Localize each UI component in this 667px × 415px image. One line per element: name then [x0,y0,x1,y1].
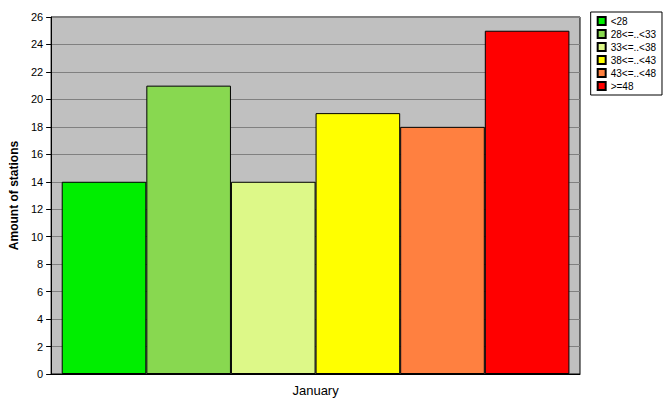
svg-text:14: 14 [31,176,43,188]
svg-text:24: 24 [31,38,43,50]
svg-text:38<=..<43: 38<=..<43 [611,55,657,66]
svg-text:12: 12 [31,203,43,215]
svg-text:8: 8 [37,258,43,270]
svg-text:10: 10 [31,231,43,243]
svg-text:January: January [292,383,339,398]
svg-text:4: 4 [37,313,43,325]
svg-text:6: 6 [37,286,43,298]
svg-text:16: 16 [31,148,43,160]
svg-text:43<=..<48: 43<=..<48 [611,68,657,79]
svg-text:<28: <28 [611,16,628,27]
svg-text:0: 0 [37,368,43,380]
svg-text:28<=..<33: 28<=..<33 [611,29,657,40]
svg-text:20: 20 [31,93,43,105]
svg-text:Amount of stations: Amount of stations [7,141,21,251]
svg-text:22: 22 [31,66,43,78]
svg-text:2: 2 [37,341,43,353]
svg-text:26: 26 [31,11,43,23]
svg-text:33<=..<38: 33<=..<38 [611,42,657,53]
svg-text:>=48: >=48 [611,81,634,92]
svg-text:18: 18 [31,121,43,133]
